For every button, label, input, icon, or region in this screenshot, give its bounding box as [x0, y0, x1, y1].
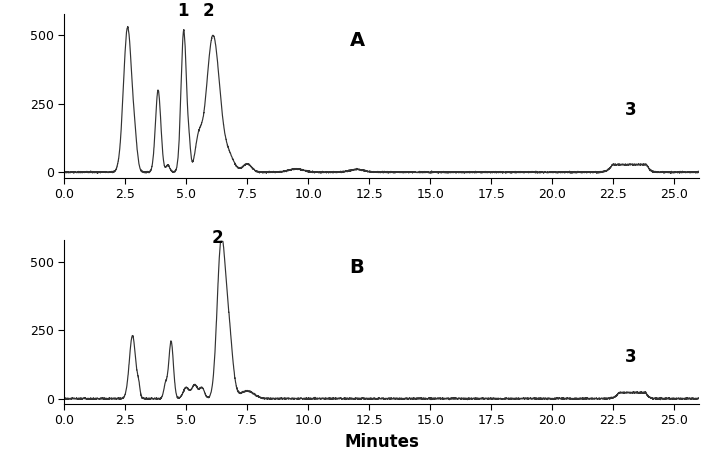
Text: 1: 1 [177, 2, 188, 20]
Text: 3: 3 [625, 101, 636, 119]
Text: A: A [349, 31, 364, 50]
X-axis label: Minutes: Minutes [344, 433, 419, 451]
Text: 2: 2 [202, 2, 214, 20]
Text: B: B [349, 258, 364, 277]
Text: 3: 3 [625, 348, 636, 366]
Text: 2: 2 [212, 229, 224, 247]
